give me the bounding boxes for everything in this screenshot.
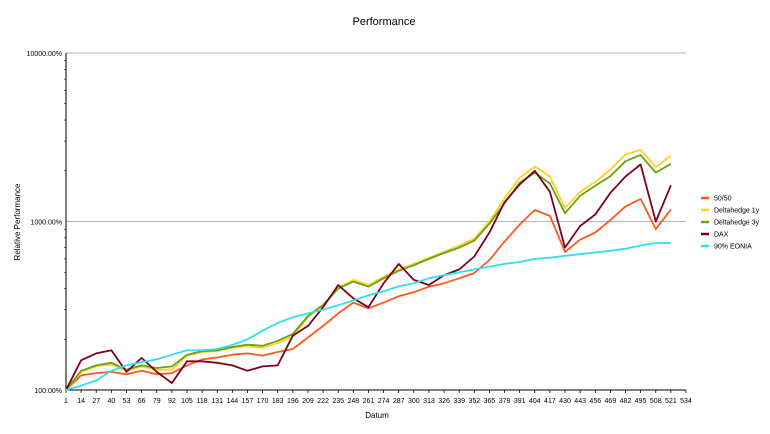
x-tick-label-35: 456 bbox=[589, 398, 601, 405]
series-line-0 bbox=[65, 198, 672, 391]
x-tick-label-9: 118 bbox=[197, 398, 208, 405]
x-tick-label-8: 105 bbox=[181, 398, 193, 405]
chart-title: Performance bbox=[353, 16, 416, 28]
x-tick-label-25: 326 bbox=[438, 398, 450, 405]
series-line-4 bbox=[65, 242, 671, 391]
legend-label-1: Deltahedge 1y bbox=[714, 208, 760, 215]
y-axis-label: Relative Performance bbox=[13, 183, 22, 260]
x-tick-label-3: 40 bbox=[107, 398, 115, 405]
x-tick-label-33: 430 bbox=[559, 398, 571, 405]
x-tick-label-40: 521 bbox=[665, 398, 677, 405]
x-tick-label-18: 235 bbox=[332, 398, 344, 405]
x-tick-label-24: 313 bbox=[423, 398, 435, 405]
x-tick-label-31: 404 bbox=[529, 398, 541, 405]
gridlines bbox=[66, 52, 686, 391]
x-tick-label-12: 157 bbox=[242, 398, 254, 405]
x-tick-label-10: 131 bbox=[211, 398, 223, 405]
x-tick-label-15: 196 bbox=[287, 398, 299, 405]
legend-label-4: 90% EONIA bbox=[714, 244, 752, 251]
legend-label-0: 50/50 bbox=[714, 196, 732, 203]
x-tick-label-39: 508 bbox=[650, 398, 662, 405]
x-tick-label-34: 443 bbox=[574, 398, 586, 405]
y-tick-label-0: 100.00% bbox=[34, 388, 62, 395]
series-lines bbox=[65, 148, 672, 391]
legend-label-3: DAX bbox=[714, 232, 729, 239]
x-tick-label-16: 209 bbox=[302, 398, 314, 405]
y-tick-label-1: 1000.00% bbox=[30, 220, 62, 227]
y-tick-labels: 100.00% 1000.00% 10000.00% bbox=[27, 51, 62, 395]
x-tick-label-5: 66 bbox=[138, 398, 146, 405]
x-axis-label: Datum bbox=[365, 411, 389, 420]
x-tick-label-29: 378 bbox=[499, 398, 511, 405]
axes bbox=[64, 53, 687, 393]
x-tick-label-32: 417 bbox=[544, 398, 556, 405]
x-tick-label-7: 92 bbox=[168, 398, 176, 405]
x-tick-label-11: 144 bbox=[226, 398, 238, 405]
y-tick-label-2: 10000.00% bbox=[27, 51, 62, 58]
legend: 50/50 Deltahedge 1y Deltahedge 3y DAX 90% EO… bbox=[701, 196, 760, 251]
x-tick-label-19: 248 bbox=[347, 398, 359, 405]
x-tick-label-21: 274 bbox=[378, 398, 390, 405]
x-tick-label-13: 170 bbox=[257, 398, 269, 405]
series-line-3 bbox=[65, 163, 672, 391]
x-tick-label-41: 534 bbox=[680, 398, 692, 405]
x-tick-label-6: 79 bbox=[153, 398, 161, 405]
x-tick-label-36: 469 bbox=[605, 398, 617, 405]
legend-label-2: Deltahedge 3y bbox=[714, 220, 760, 227]
x-tick-label-22: 287 bbox=[393, 398, 405, 405]
x-tick-label-14: 183 bbox=[272, 398, 284, 405]
x-tick-label-28: 365 bbox=[484, 398, 496, 405]
x-tick-label-30: 391 bbox=[514, 398, 526, 405]
x-tick-label-27: 352 bbox=[468, 398, 480, 405]
x-tick-label-23: 300 bbox=[408, 398, 420, 405]
x-tick-label-38: 495 bbox=[635, 398, 647, 405]
x-tick-label-26: 339 bbox=[453, 398, 465, 405]
series-line-2 bbox=[65, 154, 672, 391]
x-tick-label-17: 222 bbox=[317, 398, 329, 405]
x-tick-label-37: 482 bbox=[620, 398, 632, 405]
x-tick-labels: 1 14 27 40 53 66 79 92 105 118 131 144 157 170 183 196 2… bbox=[64, 398, 692, 405]
series-line-1 bbox=[65, 148, 672, 391]
x-tick-label-2: 27 bbox=[92, 398, 100, 405]
x-tick-label-4: 53 bbox=[123, 398, 131, 405]
x-tick-label-1: 14 bbox=[77, 398, 85, 405]
x-tick-label-0: 1 bbox=[64, 398, 68, 405]
x-tick-label-20: 261 bbox=[363, 398, 375, 405]
